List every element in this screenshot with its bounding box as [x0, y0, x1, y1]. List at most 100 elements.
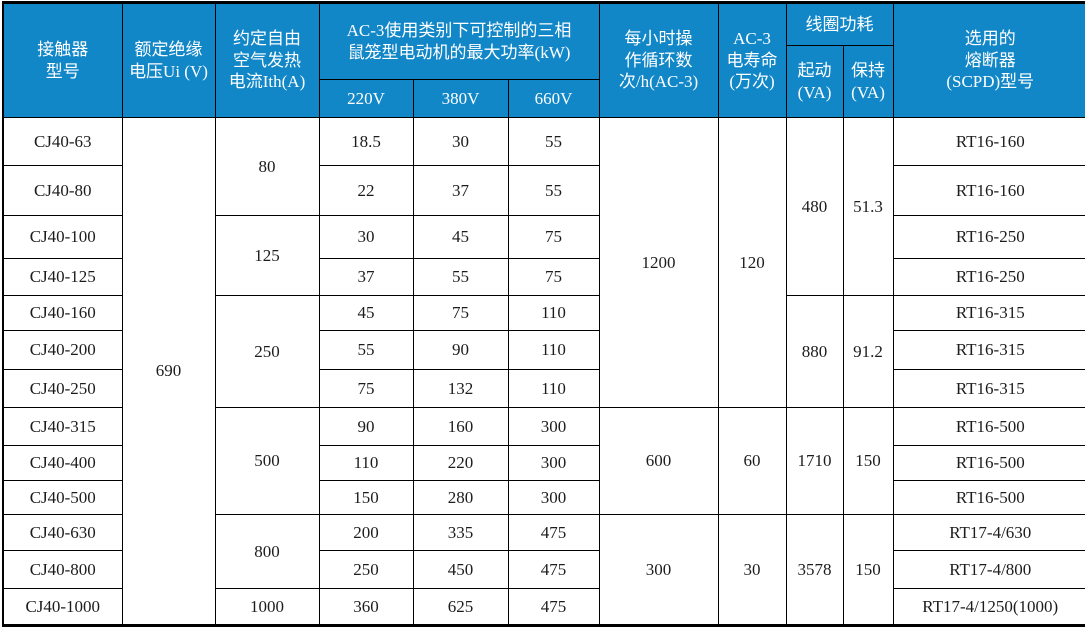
cell-power-220: 22: [318, 165, 414, 216]
cell-thermal-current: 80: [214, 117, 320, 216]
cell-fuse: RT16-250: [892, 258, 1085, 296]
header-insulation-voltage: 额定绝缘 电压Ui (V): [121, 2, 216, 118]
cell-coil-hold: 51.3: [842, 117, 894, 296]
table-body: CJ40-63 690 80 18.5 30 55 1200 120 480 5…: [2, 117, 1085, 626]
cell-model: CJ40-315: [2, 407, 123, 446]
cell-power-220: 110: [318, 445, 414, 481]
cell-power-660: 75: [507, 258, 600, 296]
cell-coil-hold: 150: [842, 407, 894, 515]
cell-coil-pickup: 480: [785, 117, 844, 296]
cell-power-380: 625: [412, 588, 509, 626]
cell-electrical-life: 120: [717, 117, 787, 408]
cell-fuse: RT16-315: [892, 369, 1085, 408]
cell-power-220: 75: [318, 369, 414, 408]
cell-model: CJ40-100: [2, 215, 123, 259]
cell-power-380: 37: [412, 165, 509, 216]
cell-power-220: 90: [318, 407, 414, 446]
cell-fuse: RT16-500: [892, 480, 1085, 515]
cell-model: CJ40-1000: [2, 588, 123, 626]
cell-power-220: 250: [318, 550, 414, 589]
header-max-power-group: AC-3使用类别下可控制的三相 鼠笼型电动机的最大功率(kW): [318, 2, 600, 80]
cell-insulation-voltage: 690: [121, 117, 216, 626]
header-row-1: 接触器 型号 额定绝缘 电压Ui (V) 约定自由 空气发热 电流Ith(A) …: [2, 2, 1085, 118]
table-row: CJ40-400 110 220 300 RT16-500: [2, 445, 1085, 481]
cell-cycles: 600: [598, 407, 719, 515]
cell-cycles: 300: [598, 514, 719, 626]
cell-power-380: 220: [412, 445, 509, 481]
cell-fuse: RT16-500: [892, 407, 1085, 446]
cell-power-660: 475: [507, 514, 600, 551]
table-header: 接触器 型号 额定绝缘 电压Ui (V) 约定自由 空气发热 电流Ith(A) …: [2, 2, 1085, 118]
cell-power-380: 55: [412, 258, 509, 296]
cell-fuse: RT17-4/800: [892, 550, 1085, 589]
cell-fuse: RT17-4/630: [892, 514, 1085, 551]
cell-power-220: 30: [318, 215, 414, 259]
cell-cycles: 1200: [598, 117, 719, 408]
cell-power-660: 55: [507, 165, 600, 216]
header-thermal-current: 约定自由 空气发热 电流Ith(A): [214, 2, 320, 118]
cell-coil-hold: 150: [842, 514, 894, 626]
header-coil-hold: 保持 (VA): [842, 45, 894, 118]
cell-thermal-current: 800: [214, 514, 320, 589]
table-row: CJ40-500 150 280 300 RT16-500: [2, 480, 1085, 515]
cell-fuse: RT16-160: [892, 117, 1085, 166]
cell-model: CJ40-630: [2, 514, 123, 551]
cell-power-660: 55: [507, 117, 600, 166]
cell-fuse: RT17-4/1250(1000): [892, 588, 1085, 626]
cell-model: CJ40-400: [2, 445, 123, 481]
cell-power-220: 360: [318, 588, 414, 626]
cell-power-220: 200: [318, 514, 414, 551]
table-row: CJ40-63 690 80 18.5 30 55 1200 120 480 5…: [2, 117, 1085, 626]
cell-power-660: 300: [507, 407, 600, 446]
cell-power-660: 110: [507, 330, 600, 370]
cell-fuse: RT16-160: [892, 165, 1085, 216]
header-220v: 220V: [318, 79, 414, 118]
cell-power-660: 300: [507, 445, 600, 481]
cell-power-380: 450: [412, 550, 509, 589]
cell-power-220: 55: [318, 330, 414, 370]
header-660v: 660V: [507, 79, 600, 118]
cell-power-380: 335: [412, 514, 509, 551]
cell-model: CJ40-800: [2, 550, 123, 589]
cell-thermal-current: 250: [214, 295, 320, 408]
cell-model: CJ40-160: [2, 295, 123, 331]
cell-model: CJ40-125: [2, 258, 123, 296]
table-row: CJ40-200 55 90 110 RT16-315: [2, 330, 1085, 370]
cell-coil-pickup: 1710: [785, 407, 844, 515]
cell-coil-hold: 91.2: [842, 295, 894, 408]
table-row: CJ40-100 125 30 45 75 RT16-250: [2, 215, 1085, 296]
cell-power-380: 280: [412, 480, 509, 515]
cell-model: CJ40-250: [2, 369, 123, 408]
cell-power-220: 150: [318, 480, 414, 515]
cell-coil-pickup: 880: [785, 295, 844, 408]
cell-power-220: 45: [318, 295, 414, 331]
table-row: CJ40-250 75 132 110 RT16-315: [2, 369, 1085, 408]
header-row-3: 220V 380V 660V: [3, 79, 1085, 118]
table-row: CJ40-80 22 37 55 RT16-160: [2, 165, 1085, 216]
cell-model: CJ40-500: [2, 480, 123, 515]
cell-thermal-current: 500: [214, 407, 320, 515]
cell-power-660: 300: [507, 480, 600, 515]
table-row: CJ40-1000 1000 360 625 475 RT17-4/1250(1…: [2, 588, 1085, 626]
table-row: CJ40-315 500 90 160 300 600 60 1710 150 …: [2, 407, 1085, 515]
cell-power-660: 110: [507, 295, 600, 331]
table-row: CJ40-630 800 200 335 475 300 30 3578 150…: [2, 514, 1085, 626]
cell-power-660: 110: [507, 369, 600, 408]
cell-power-380: 45: [412, 215, 509, 259]
cell-power-380: 132: [412, 369, 509, 408]
header-row-2: 起动 (VA) 保持 (VA): [3, 45, 1085, 118]
cell-fuse: RT16-315: [892, 330, 1085, 370]
cell-model: CJ40-80: [2, 165, 123, 216]
cell-power-380: 160: [412, 407, 509, 446]
cell-power-220: 18.5: [318, 117, 414, 166]
cell-power-380: 30: [412, 117, 509, 166]
cell-electrical-life: 30: [717, 514, 787, 626]
cell-power-660: 75: [507, 215, 600, 259]
header-coil-pickup: 起动 (VA): [785, 45, 844, 118]
header-coil-consumption-group: 线圈功耗: [785, 2, 894, 46]
cell-model: CJ40-200: [2, 330, 123, 370]
header-fuse-type: 选用的 熔断器 (SCPD)型号: [892, 2, 1085, 118]
cell-power-220: 37: [318, 258, 414, 296]
cell-power-380: 75: [412, 295, 509, 331]
